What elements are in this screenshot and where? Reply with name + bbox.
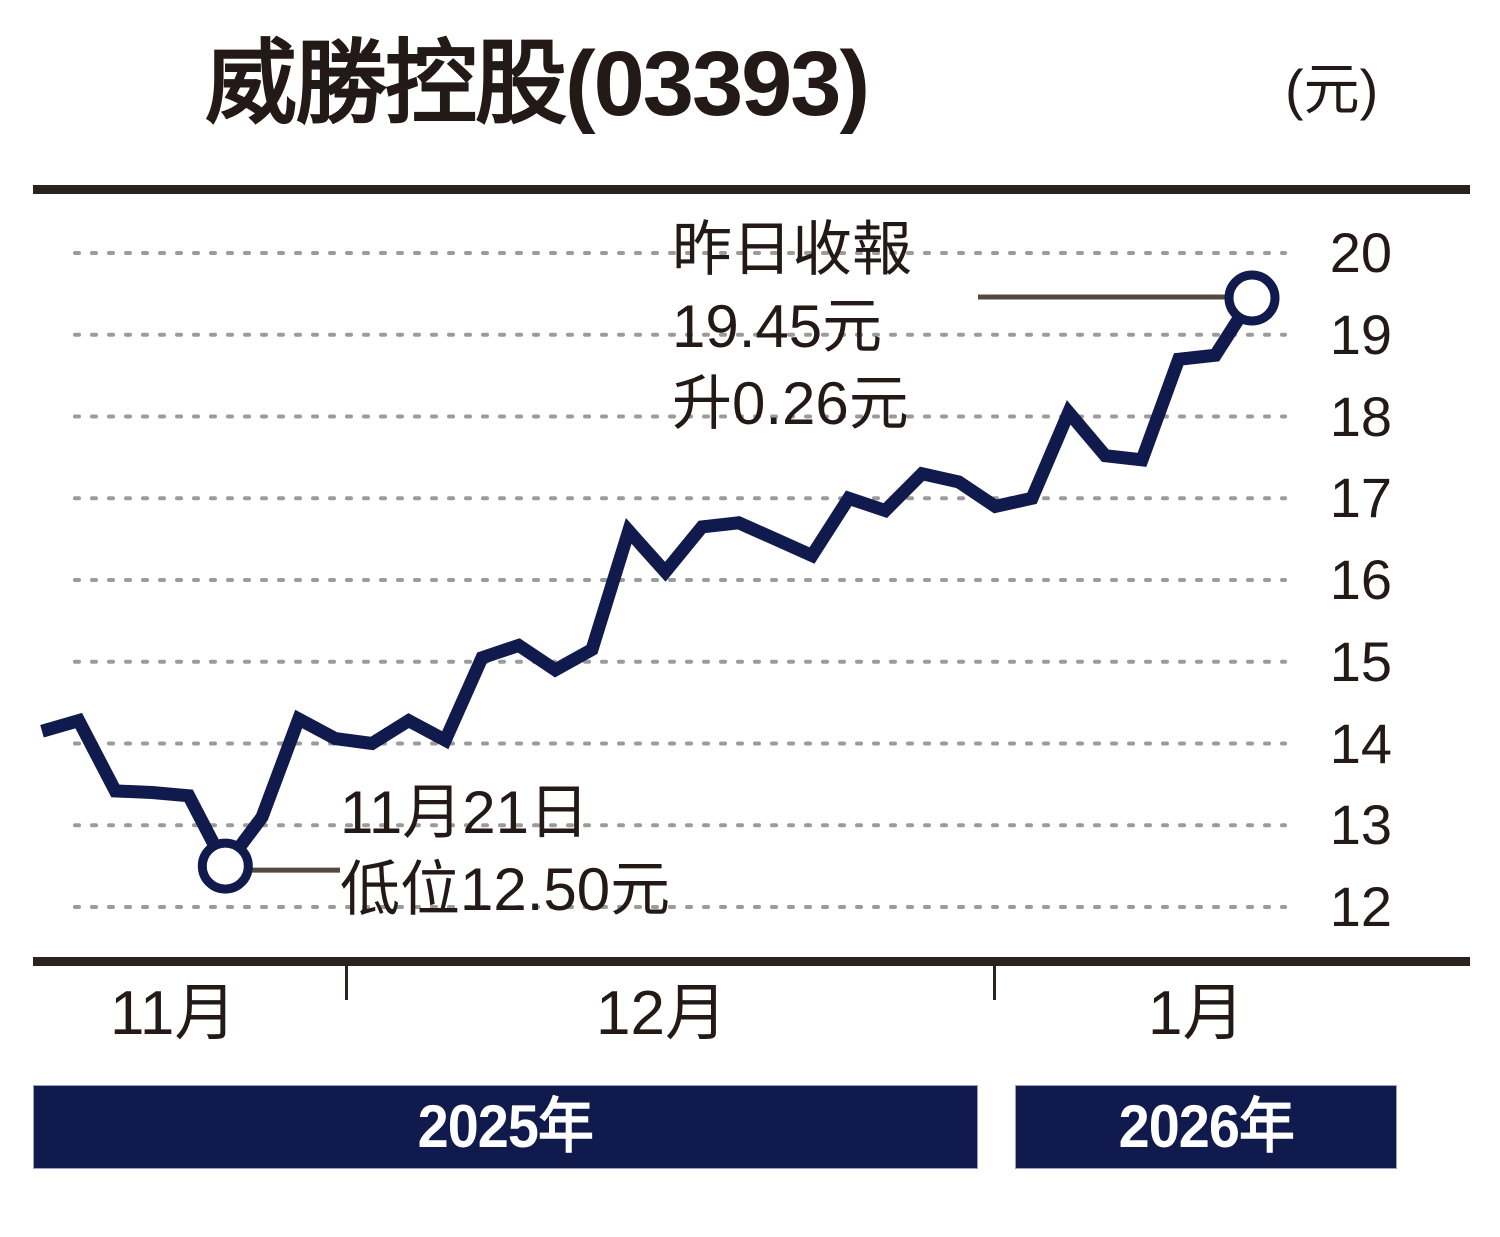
close-annotation-line1: 昨日收報 (672, 216, 912, 283)
x-axis-tick-1 (345, 966, 348, 1000)
x-axis-tick-2 (993, 966, 996, 1000)
y-axis-tick-label: 14 (1329, 711, 1392, 775)
x-axis-label-nov: 11月 (110, 979, 237, 1048)
top-divider (33, 185, 1470, 194)
low-annotation: 11月21日 低位12.50元 (340, 775, 670, 929)
year-band-2026: 2026年 (1015, 1085, 1397, 1169)
y-axis-unit-label: (元) (1285, 58, 1379, 121)
y-axis-tick-label: 18 (1329, 384, 1392, 448)
x-axis-label-jan: 1月 (1148, 979, 1245, 1048)
x-axis-line (33, 957, 1470, 966)
close-annotation-line2: 19.45元 (672, 292, 883, 360)
y-axis-tick-label: 12 (1329, 875, 1392, 938)
low-point-marker (197, 838, 253, 894)
page-title: 威勝控股(03393) (205, 33, 870, 135)
year-band-2026-label: 2026年 (1118, 1093, 1294, 1160)
y-axis-tick-label: 13 (1329, 793, 1392, 857)
x-axis-label-dec: 12月 (596, 979, 727, 1048)
low-annotation-line2: 低位12.50元 (340, 855, 671, 923)
close-annotation: 昨日收報 19.45元 升0.26元 (672, 212, 912, 442)
year-band-2025-label: 2025年 (417, 1093, 594, 1160)
low-annotation-line1: 11月21日 (340, 779, 590, 846)
close-annotation-line3: 升0.26元 (672, 369, 909, 437)
y-axis-tick-label: 15 (1329, 629, 1392, 693)
y-axis-tick-label: 16 (1329, 548, 1392, 611)
y-axis-tick-label: 20 (1329, 221, 1392, 284)
close-point-marker (1224, 270, 1280, 326)
y-axis: 20 19 18 17 16 15 14 13 12 (1300, 0, 1410, 960)
year-band-2025: 2025年 (33, 1085, 978, 1169)
y-axis-tick-label: 17 (1329, 466, 1392, 530)
y-axis-tick-label: 19 (1329, 302, 1392, 366)
